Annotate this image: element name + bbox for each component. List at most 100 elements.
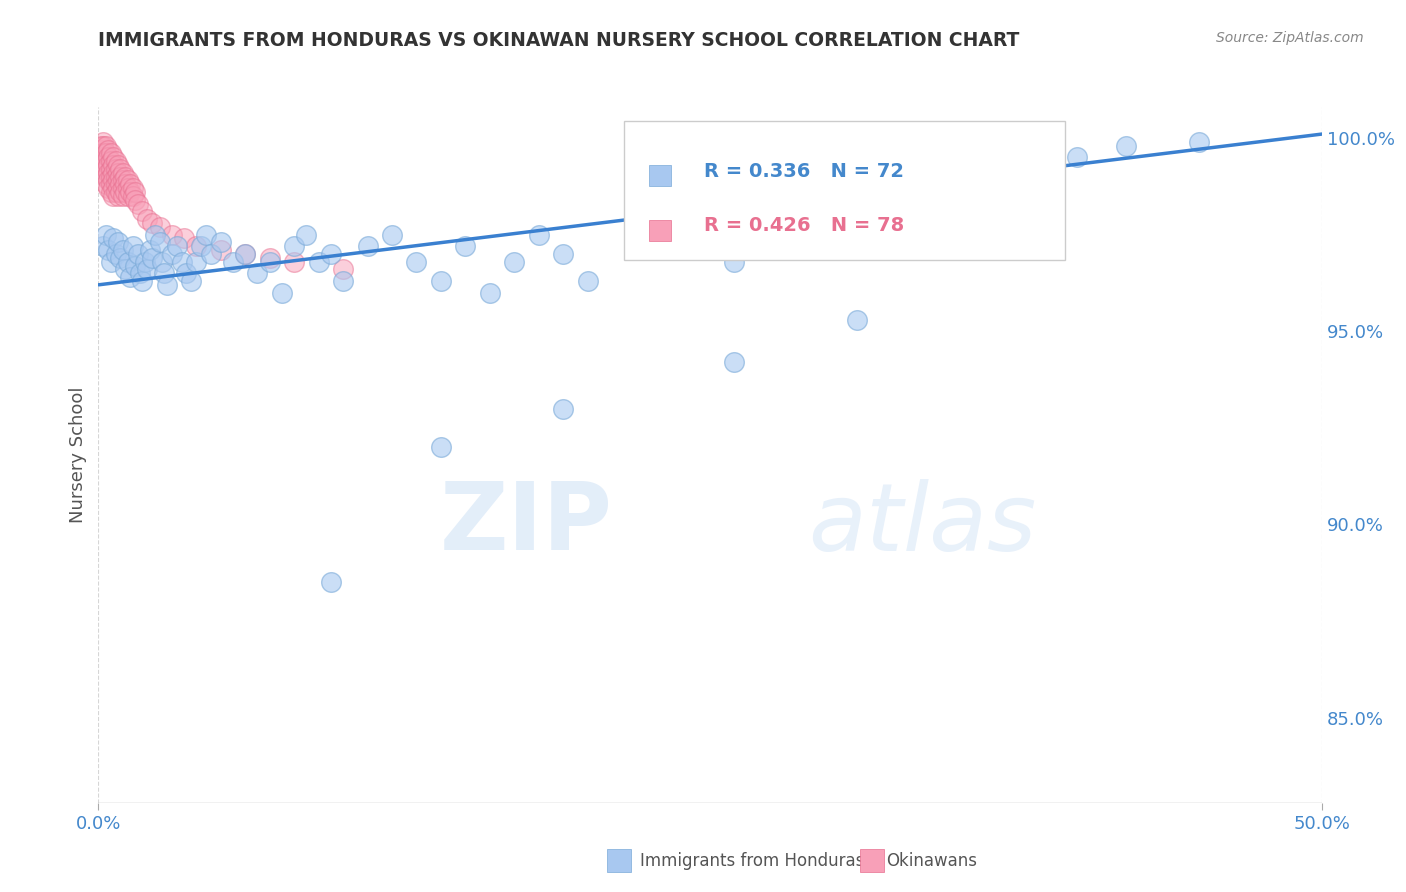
Point xyxy=(104,247,127,261)
Point xyxy=(233,247,256,261)
Point xyxy=(503,254,526,268)
Point xyxy=(153,266,176,280)
Point xyxy=(821,201,844,215)
Point xyxy=(136,262,159,277)
Point xyxy=(121,181,143,195)
Point xyxy=(283,239,305,253)
Point xyxy=(104,185,127,199)
Point xyxy=(114,185,136,199)
Point xyxy=(94,178,117,192)
Text: Source: ZipAtlas.com: Source: ZipAtlas.com xyxy=(1216,31,1364,45)
Point xyxy=(94,169,117,184)
Point xyxy=(870,189,893,203)
Point xyxy=(209,235,232,250)
Point xyxy=(91,135,114,149)
Point xyxy=(117,254,139,268)
Point xyxy=(94,154,117,169)
Point xyxy=(90,143,112,157)
Point xyxy=(97,173,120,187)
Point xyxy=(124,185,146,199)
Point xyxy=(111,173,134,187)
Point xyxy=(90,158,112,172)
Point xyxy=(117,173,139,187)
Text: R = 0.426   N = 78: R = 0.426 N = 78 xyxy=(704,216,904,235)
Point xyxy=(319,575,342,590)
Point xyxy=(190,239,212,253)
Point xyxy=(101,150,124,164)
Point xyxy=(94,146,117,161)
Point xyxy=(107,189,129,203)
Point xyxy=(141,216,163,230)
Point xyxy=(381,227,404,242)
Point xyxy=(124,259,146,273)
Point xyxy=(90,138,112,153)
Point xyxy=(131,274,153,288)
Point xyxy=(110,169,132,184)
Point xyxy=(100,254,122,268)
Point xyxy=(430,440,453,454)
Point xyxy=(553,247,575,261)
Point xyxy=(845,312,868,326)
Point xyxy=(97,181,120,195)
FancyBboxPatch shape xyxy=(650,220,671,241)
FancyBboxPatch shape xyxy=(650,165,671,186)
Point xyxy=(101,231,124,245)
Point xyxy=(117,181,139,195)
Point xyxy=(1188,135,1211,149)
Point xyxy=(553,401,575,416)
Point xyxy=(110,178,132,192)
Point xyxy=(117,189,139,203)
Point xyxy=(295,227,318,242)
Point xyxy=(107,235,129,250)
Point xyxy=(1017,158,1039,172)
Point xyxy=(94,227,117,242)
Point xyxy=(101,181,124,195)
Point xyxy=(180,274,202,288)
Point xyxy=(283,254,305,268)
Point xyxy=(114,169,136,184)
Point xyxy=(170,254,193,268)
Point xyxy=(121,189,143,203)
Point xyxy=(101,173,124,187)
Point xyxy=(101,166,124,180)
Point xyxy=(100,178,122,192)
Point xyxy=(100,154,122,169)
Point xyxy=(97,150,120,164)
Point xyxy=(149,235,172,250)
Point xyxy=(675,227,697,242)
Point xyxy=(195,227,218,242)
Point xyxy=(114,178,136,192)
Point xyxy=(430,274,453,288)
Point xyxy=(576,274,599,288)
Point xyxy=(246,266,269,280)
Point xyxy=(772,208,794,222)
Point xyxy=(1115,138,1137,153)
Point xyxy=(94,161,117,176)
Point xyxy=(111,166,134,180)
Point xyxy=(91,158,114,172)
Point xyxy=(141,251,163,265)
Point xyxy=(111,181,134,195)
Point xyxy=(104,161,127,176)
Point xyxy=(91,146,114,161)
Text: IMMIGRANTS FROM HONDURAS VS OKINAWAN NURSERY SCHOOL CORRELATION CHART: IMMIGRANTS FROM HONDURAS VS OKINAWAN NUR… xyxy=(98,31,1019,50)
Point xyxy=(97,166,120,180)
Point xyxy=(90,154,112,169)
Point xyxy=(100,161,122,176)
Point xyxy=(160,227,183,242)
Point xyxy=(91,166,114,180)
Point xyxy=(127,196,149,211)
Point xyxy=(104,169,127,184)
Point xyxy=(100,169,122,184)
Point xyxy=(319,247,342,261)
Point xyxy=(454,239,477,253)
Point xyxy=(259,251,281,265)
Point xyxy=(173,231,195,245)
Point xyxy=(356,239,378,253)
Text: Immigrants from Honduras: Immigrants from Honduras xyxy=(640,852,865,870)
Point xyxy=(111,189,134,203)
Point xyxy=(91,150,114,164)
Point xyxy=(100,146,122,161)
Point xyxy=(626,239,648,253)
Point xyxy=(723,355,745,369)
